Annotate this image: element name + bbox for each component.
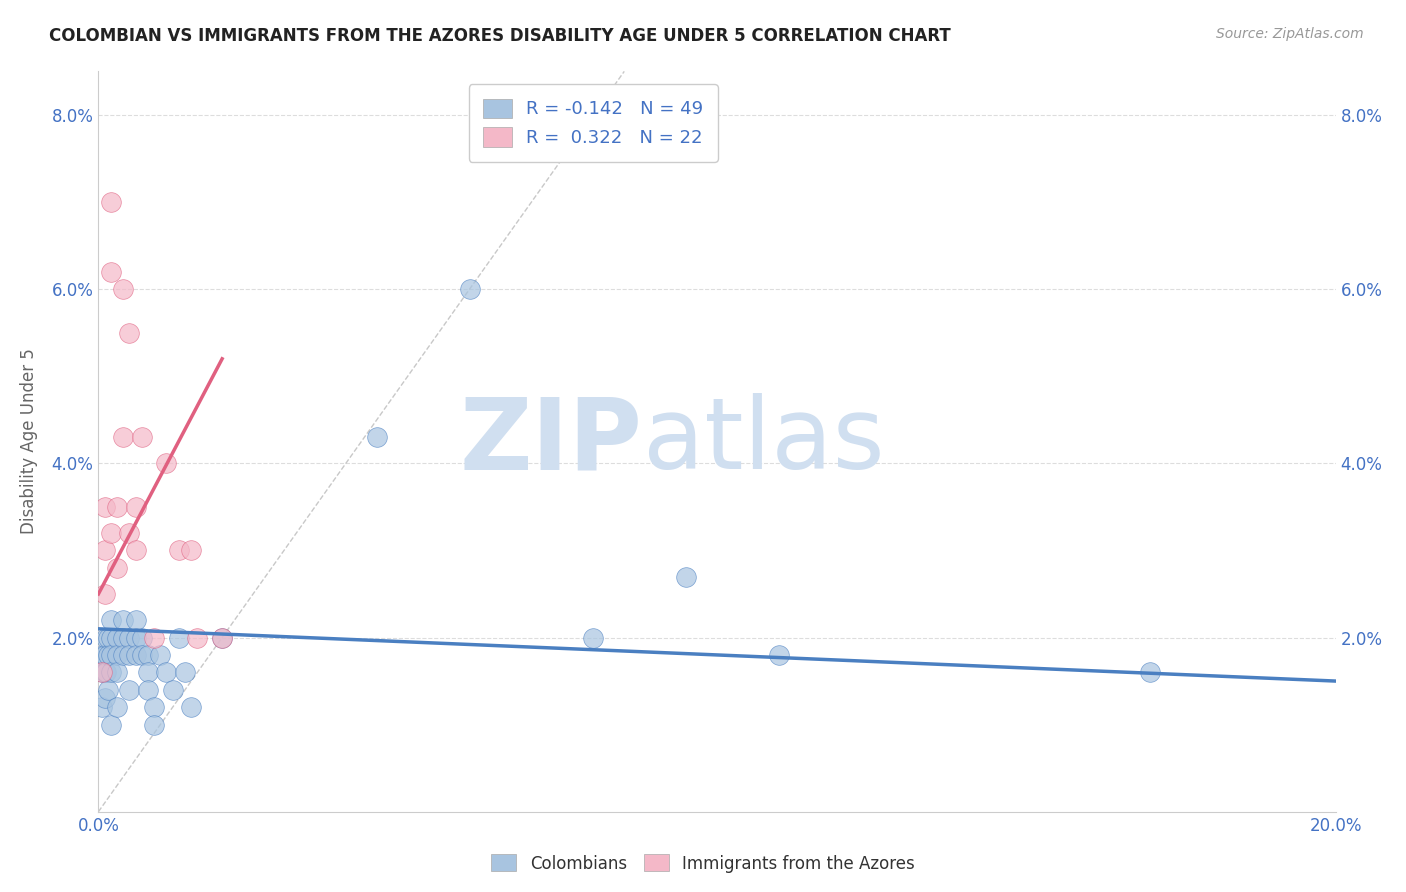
Point xyxy=(100,631,122,645)
Point xyxy=(94,631,117,645)
Point xyxy=(143,700,166,714)
Point xyxy=(93,665,115,680)
Point xyxy=(100,717,122,731)
Point xyxy=(124,648,146,662)
Point xyxy=(97,682,120,697)
Point xyxy=(100,194,122,209)
Point xyxy=(93,587,115,601)
Text: COLOMBIAN VS IMMIGRANTS FROM THE AZORES DISABILITY AGE UNDER 5 CORRELATION CHART: COLOMBIAN VS IMMIGRANTS FROM THE AZORES … xyxy=(49,27,950,45)
Point xyxy=(458,282,481,296)
Point xyxy=(136,665,159,680)
Point xyxy=(118,682,141,697)
Point xyxy=(366,430,388,444)
Point xyxy=(93,500,115,514)
Point xyxy=(100,526,122,541)
Point xyxy=(155,456,177,470)
Text: Source: ZipAtlas.com: Source: ZipAtlas.com xyxy=(1216,27,1364,41)
Point xyxy=(105,500,128,514)
Point xyxy=(105,631,128,645)
Point xyxy=(124,613,146,627)
Point xyxy=(100,613,122,627)
Point xyxy=(167,543,190,558)
Point xyxy=(211,631,233,645)
Point xyxy=(167,631,190,645)
Point xyxy=(174,665,197,680)
Point xyxy=(143,631,166,645)
Point xyxy=(162,682,184,697)
Legend: R = -0.142   N = 49, R =  0.322   N = 22: R = -0.142 N = 49, R = 0.322 N = 22 xyxy=(468,84,718,161)
Point xyxy=(97,648,120,662)
Point xyxy=(112,613,135,627)
Point xyxy=(211,631,233,645)
Point xyxy=(112,648,135,662)
Point xyxy=(118,326,141,340)
Text: ZIP: ZIP xyxy=(460,393,643,490)
Point xyxy=(112,430,135,444)
Point xyxy=(94,665,117,680)
Point xyxy=(100,265,122,279)
Point xyxy=(93,648,115,662)
Point xyxy=(97,631,120,645)
Point xyxy=(90,700,112,714)
Point xyxy=(112,282,135,296)
Point xyxy=(124,631,146,645)
Point xyxy=(118,648,141,662)
Point xyxy=(180,543,202,558)
Point xyxy=(1139,665,1161,680)
Point xyxy=(155,665,177,680)
Point xyxy=(186,631,208,645)
Point xyxy=(131,430,153,444)
Y-axis label: Disability Age Under 5: Disability Age Under 5 xyxy=(20,349,38,534)
Point xyxy=(90,665,112,680)
Point xyxy=(143,717,166,731)
Point xyxy=(768,648,790,662)
Text: atlas: atlas xyxy=(643,393,884,490)
Point xyxy=(118,631,141,645)
Point xyxy=(136,682,159,697)
Point xyxy=(131,631,153,645)
Point xyxy=(582,631,605,645)
Point xyxy=(136,648,159,662)
Point xyxy=(93,543,115,558)
Point xyxy=(105,700,128,714)
Point xyxy=(124,543,146,558)
Point xyxy=(180,700,202,714)
Point xyxy=(131,648,153,662)
Point xyxy=(149,648,172,662)
Legend: Colombians, Immigrants from the Azores: Colombians, Immigrants from the Azores xyxy=(485,847,921,880)
Point xyxy=(90,665,112,680)
Point xyxy=(105,665,128,680)
Point xyxy=(105,561,128,575)
Point xyxy=(112,631,135,645)
Point xyxy=(93,691,115,706)
Point xyxy=(100,648,122,662)
Point xyxy=(100,665,122,680)
Point xyxy=(93,648,115,662)
Point xyxy=(105,648,128,662)
Point xyxy=(124,500,146,514)
Point xyxy=(675,569,697,583)
Point xyxy=(118,526,141,541)
